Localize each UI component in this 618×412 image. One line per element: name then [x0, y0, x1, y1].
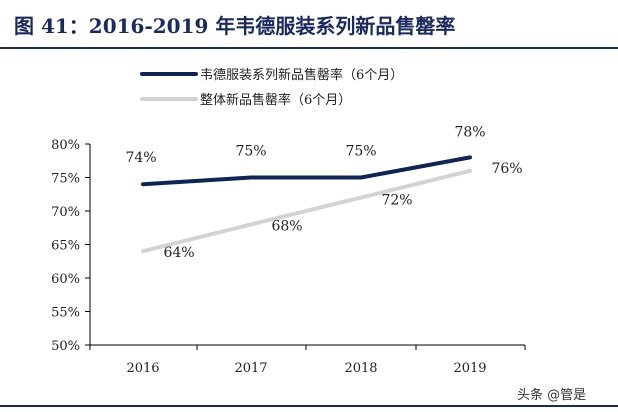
- y-tick-label: 65%: [51, 239, 80, 254]
- x-tick-label: 2019: [453, 361, 486, 376]
- y-tick-label: 80%: [51, 138, 80, 153]
- data-label-s2: 68%: [271, 218, 302, 234]
- series-line-2: [141, 168, 472, 254]
- y-tick-label: 60%: [51, 272, 80, 287]
- series-line-1: [141, 155, 472, 187]
- data-label-s2: 76%: [491, 161, 522, 177]
- data-label-s1: 75%: [345, 144, 376, 160]
- series-group: [141, 155, 472, 254]
- x-tick-label: 2016: [126, 361, 159, 376]
- y-tick-label: 75%: [51, 172, 80, 187]
- data-label-s1: 78%: [454, 124, 485, 140]
- legend: 韦德服装系列新品售罄率（6个月） 整体新品售罄率（6个月）: [140, 67, 403, 108]
- legend-label-2: 整体新品售罄率（6个月）: [200, 92, 351, 108]
- data-label-s1: 74%: [125, 150, 156, 166]
- y-tick-label: 50%: [51, 339, 80, 354]
- data-label-s2: 64%: [163, 245, 194, 261]
- data-label-s1: 75%: [235, 144, 266, 160]
- title-divider: [0, 47, 618, 49]
- watermark: 头条 @管是: [515, 384, 589, 403]
- data-labels: 74% 75% 75% 78% 64% 68% 72% 76%: [125, 124, 522, 261]
- axes: 80% 75% 70% 65% 60% 55% 50% 2016 2017 2018 2019: [51, 138, 526, 376]
- data-label-s2: 72%: [381, 193, 412, 209]
- bottom-divider: [0, 405, 618, 407]
- x-tick-label: 2018: [344, 361, 377, 376]
- y-tick-label: 55%: [51, 306, 80, 321]
- y-tick-label: 70%: [51, 205, 80, 220]
- chart-title: 图 41：2016-2019 年韦德服装系列新品售罄率: [14, 14, 456, 38]
- x-tick-label: 2017: [234, 361, 267, 376]
- legend-label-1: 韦德服装系列新品售罄率（6个月）: [200, 67, 403, 83]
